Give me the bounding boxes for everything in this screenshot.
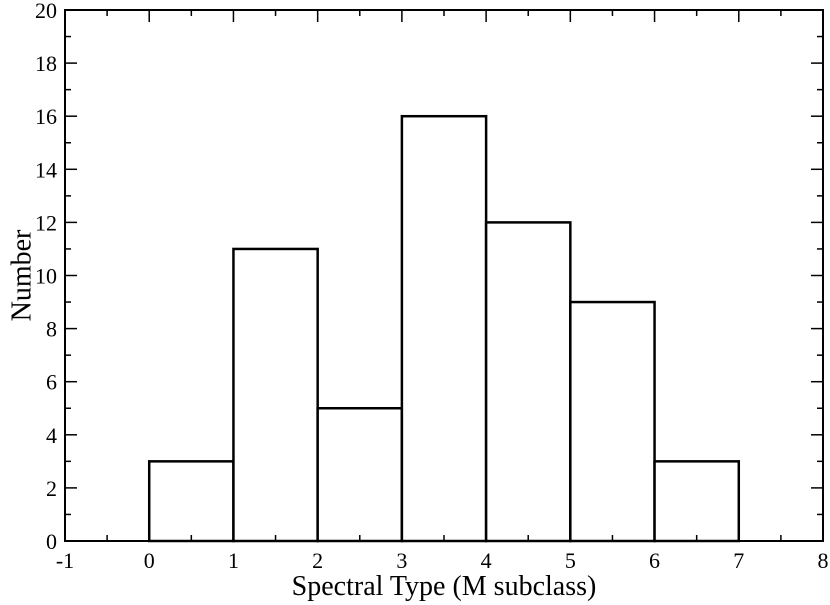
y-tick-label: 4: [46, 423, 57, 448]
x-tick-label: 0: [144, 548, 155, 573]
y-tick-label: 8: [46, 317, 57, 342]
histogram-bar-3: [400, 114, 488, 543]
histogram-bar-0: [147, 460, 235, 543]
x-tick-label: 3: [396, 548, 407, 573]
y-tick-label: 12: [35, 210, 57, 235]
x-tick-label: 2: [312, 548, 323, 573]
histogram-bar-5: [569, 300, 656, 543]
y-tick-label: 10: [35, 264, 57, 289]
bars-layer: [147, 114, 741, 543]
histogram-bar-1: [232, 247, 319, 543]
y-tick-label: 20: [35, 0, 57, 23]
y-tick-label: 2: [46, 476, 57, 501]
histogram-bar-2: [316, 407, 404, 543]
y-tick-label: 18: [35, 51, 57, 76]
plot-frame: [64, 9, 824, 542]
y-axis-title: Number: [6, 229, 37, 321]
x-tick-label: 6: [649, 548, 660, 573]
y-tick-label: 16: [35, 104, 57, 129]
x-tick-label: 1: [228, 548, 239, 573]
x-tick-label: -1: [56, 548, 74, 573]
x-tick-label: 4: [481, 548, 492, 573]
y-tick-label: 0: [46, 529, 57, 554]
x-axis-title: Spectral Type (M subclass): [292, 571, 597, 602]
histogram-bar-6: [653, 460, 741, 543]
x-tick-label: 7: [733, 548, 744, 573]
y-tick-label: 14: [35, 157, 57, 182]
x-tick-label: 8: [818, 548, 829, 573]
histogram-bar-4: [484, 221, 572, 543]
x-tick-label: 5: [565, 548, 576, 573]
y-tick-label: 6: [46, 370, 57, 395]
